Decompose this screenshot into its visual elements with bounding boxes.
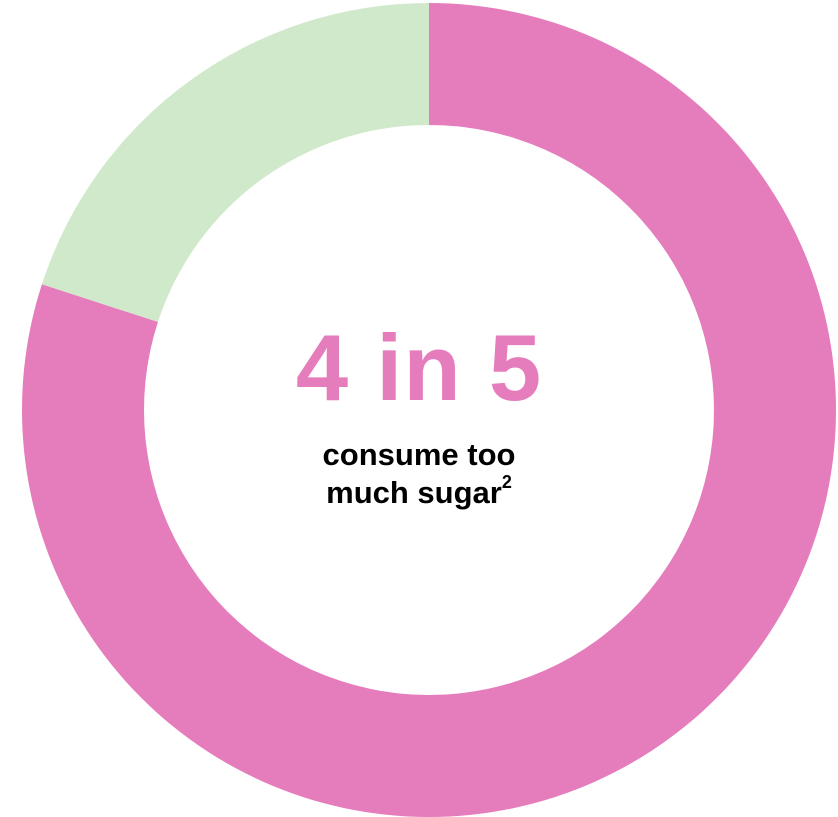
center-caption: consume too much sugar2 (219, 436, 619, 512)
donut-slice-1 (41, 3, 430, 322)
caption-line-1: consume too (322, 437, 516, 472)
caption-line-2-text: much sugar (326, 475, 502, 510)
center-headline: 4 in 5 (295, 315, 543, 420)
caption-line-2: much sugar2 (219, 471, 619, 512)
donut-slice-0 (22, 3, 836, 817)
footnote-marker: 2 (501, 471, 512, 492)
